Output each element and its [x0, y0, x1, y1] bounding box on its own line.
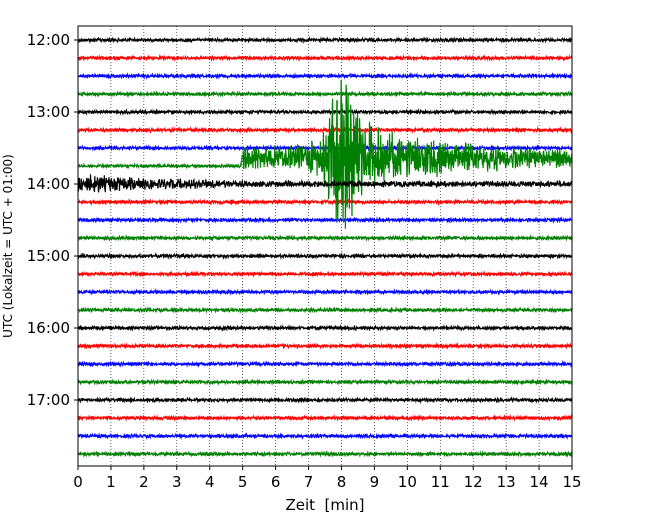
trace-1600	[78, 324, 572, 332]
trace-1715	[78, 413, 572, 422]
trace-1645	[78, 377, 572, 386]
y-axis-ticks: 12:00 13:00 14:00 15:00 16:00 17:00	[27, 31, 78, 409]
x-tick-label: 7	[304, 473, 314, 491]
x-tick-label: 0	[73, 473, 83, 491]
y-tick-label: 17:00	[27, 391, 70, 409]
y-tick-label: 12:00	[27, 31, 70, 49]
x-tick-label: 11	[431, 473, 450, 491]
trace-1630	[78, 360, 572, 368]
x-tick-label: 8	[337, 473, 347, 491]
seismic-traces	[78, 36, 572, 459]
x-tick-label: 3	[172, 473, 182, 491]
x-axis-label: Zeit [min]	[285, 496, 364, 514]
trace-1500	[78, 251, 572, 260]
trace-1530	[78, 288, 572, 296]
trace-1545	[78, 306, 572, 314]
x-tick-label: 4	[205, 473, 215, 491]
x-tick-label: 13	[497, 473, 516, 491]
trace-1745	[78, 450, 572, 459]
y-tick-label: 15:00	[27, 247, 70, 265]
trace-1200	[78, 36, 572, 44]
trace-1345	[78, 79, 572, 229]
trace-1315	[78, 126, 572, 134]
trace-1245	[78, 90, 572, 98]
trace-1230	[78, 72, 572, 81]
trace-1445	[78, 233, 572, 242]
x-tick-label: 14	[530, 473, 549, 491]
x-tick-label: 10	[398, 473, 417, 491]
y-axis-label: UTC (Lokalzeit = UTC + 01:00)	[1, 154, 15, 338]
trace-1730	[78, 432, 572, 441]
trace-1215	[78, 54, 572, 63]
trace-1300	[78, 108, 572, 117]
y-tick-label: 13:00	[27, 103, 70, 121]
x-tick-label: 12	[464, 473, 483, 491]
x-tick-label: 5	[238, 473, 248, 491]
x-tick-label: 15	[562, 473, 581, 491]
y-tick-label: 16:00	[27, 319, 70, 337]
x-axis-ticks: 0 1 2 3 4 5 6 7 8 9 10 11 12 13 14 15	[73, 466, 582, 491]
x-tick-label: 2	[139, 473, 149, 491]
trace-1615	[78, 342, 572, 350]
x-tick-label: 6	[271, 473, 281, 491]
plot-frame	[77, 25, 573, 467]
y-tick-label: 14:00	[27, 175, 70, 193]
trace-1430	[78, 216, 572, 224]
trace-1400	[78, 174, 572, 193]
grid-lines	[110, 26, 540, 466]
trace-1700	[78, 395, 572, 405]
x-tick-label: 1	[106, 473, 116, 491]
x-tick-label: 9	[370, 473, 380, 491]
trace-1515	[78, 270, 572, 278]
trace-1415	[78, 198, 572, 206]
